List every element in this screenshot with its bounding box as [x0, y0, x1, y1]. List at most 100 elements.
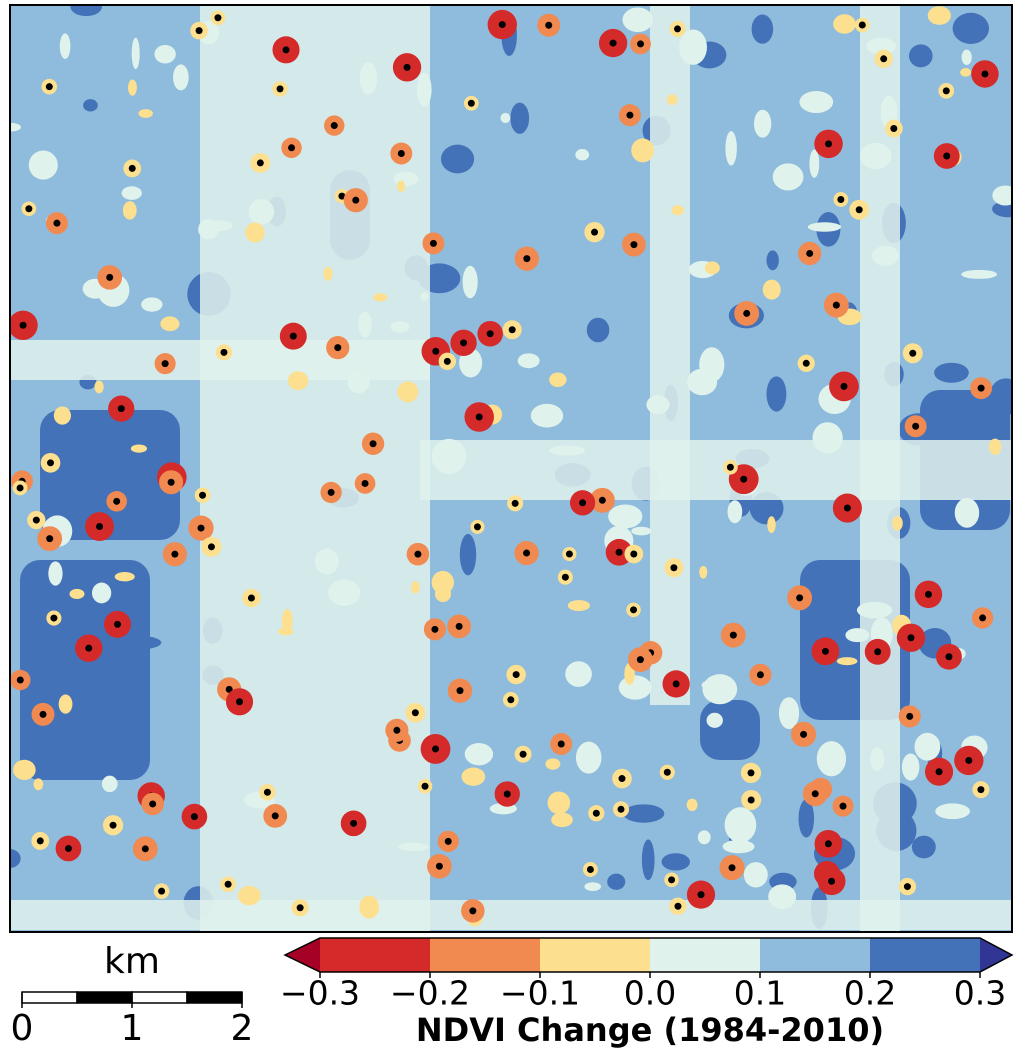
colorbar-tick-label: 0.1: [734, 974, 786, 1013]
land-patch: [706, 712, 723, 728]
land-patch: [59, 33, 71, 59]
site-point: [630, 606, 638, 614]
land-patch: [373, 293, 388, 302]
site-point: [53, 219, 61, 227]
colorbar-tick-label: −0.3: [280, 974, 360, 1013]
land-patch: [871, 245, 900, 266]
colorbar-bin: [760, 938, 870, 972]
site-point: [674, 902, 682, 910]
site-point: [637, 40, 645, 48]
site-point: [327, 488, 335, 496]
land-patch: [856, 601, 893, 619]
land-patch: [722, 839, 755, 854]
site-point: [943, 152, 951, 160]
land-patch: [766, 376, 787, 412]
land-patch: [960, 67, 972, 77]
land-patch: [13, 759, 36, 780]
site-point: [979, 614, 987, 622]
site-point: [609, 39, 617, 47]
site-point: [50, 614, 58, 622]
land-patch: [671, 205, 684, 216]
site-point: [460, 339, 468, 347]
site-point: [935, 768, 943, 776]
site-point: [874, 648, 882, 656]
land-patch: [510, 102, 530, 134]
site-point: [432, 347, 440, 355]
land-patch: [798, 799, 815, 838]
site-point: [965, 756, 973, 764]
site-point: [421, 782, 429, 790]
land-patch: [699, 565, 708, 579]
site-point: [890, 125, 898, 133]
site-point: [225, 685, 233, 693]
site-point: [289, 332, 297, 340]
site-point: [236, 698, 244, 706]
site-point: [697, 891, 705, 899]
land-patch: [551, 812, 573, 828]
land-patch: [53, 406, 71, 425]
land-patch: [530, 403, 564, 428]
land-patch: [699, 347, 725, 383]
site-point: [806, 249, 814, 257]
site-point: [214, 14, 222, 22]
land-patch: [314, 548, 339, 575]
land-patch: [127, 79, 137, 96]
site-point: [802, 359, 810, 367]
site-point: [586, 866, 594, 874]
land-patch: [130, 444, 147, 453]
land-patch: [141, 297, 163, 312]
site-point: [224, 880, 232, 888]
site-point: [158, 887, 166, 895]
site-point: [796, 594, 804, 602]
site-point: [432, 745, 440, 753]
land-patch: [94, 380, 104, 394]
site-point: [800, 730, 808, 738]
land-patch: [459, 533, 477, 576]
colorbar-tick-label: −0.1: [500, 974, 580, 1013]
site-point: [981, 70, 989, 78]
land-patch: [766, 250, 779, 271]
ndvi-map: [10, 5, 1012, 932]
colorbar-tick-label: 0.0: [624, 974, 676, 1013]
land-patch: [772, 163, 804, 191]
site-point: [455, 622, 463, 630]
site-point: [821, 647, 829, 655]
land-patch: [666, 94, 678, 106]
site-point: [523, 255, 531, 263]
site-point: [263, 788, 271, 796]
site-point: [747, 796, 755, 804]
site-point: [832, 301, 840, 309]
land-patch: [892, 515, 903, 531]
site-point: [498, 21, 506, 29]
site-point: [626, 111, 634, 119]
land-patch: [743, 862, 768, 888]
land-patch: [778, 697, 800, 730]
site-point: [858, 21, 866, 29]
land-patch: [390, 321, 410, 333]
site-point: [456, 687, 464, 695]
land-patch: [358, 311, 372, 338]
site-point: [113, 497, 121, 505]
site-point: [47, 459, 55, 467]
land-patch: [607, 873, 626, 890]
land-patch: [934, 362, 969, 383]
site-point: [840, 382, 848, 390]
land-patch: [586, 317, 610, 343]
colorbar-bin: [320, 938, 430, 972]
site-point: [19, 321, 27, 329]
site-point: [670, 564, 678, 572]
colorbar: −0.3 −0.2 −0.1 0.0 0.1 0.2 0.3: [280, 937, 1014, 1013]
land-patch: [83, 99, 98, 112]
site-point: [519, 750, 527, 758]
land-patch: [911, 835, 936, 859]
colorbar-bin: [870, 938, 980, 972]
site-point: [429, 239, 437, 247]
corridor: [650, 5, 690, 705]
site-point: [414, 550, 422, 558]
site-point: [977, 384, 985, 392]
site-point: [511, 499, 519, 507]
land-patch: [359, 895, 380, 919]
land-patch: [631, 138, 655, 163]
land-patch: [547, 791, 571, 815]
land-patch: [281, 609, 293, 633]
